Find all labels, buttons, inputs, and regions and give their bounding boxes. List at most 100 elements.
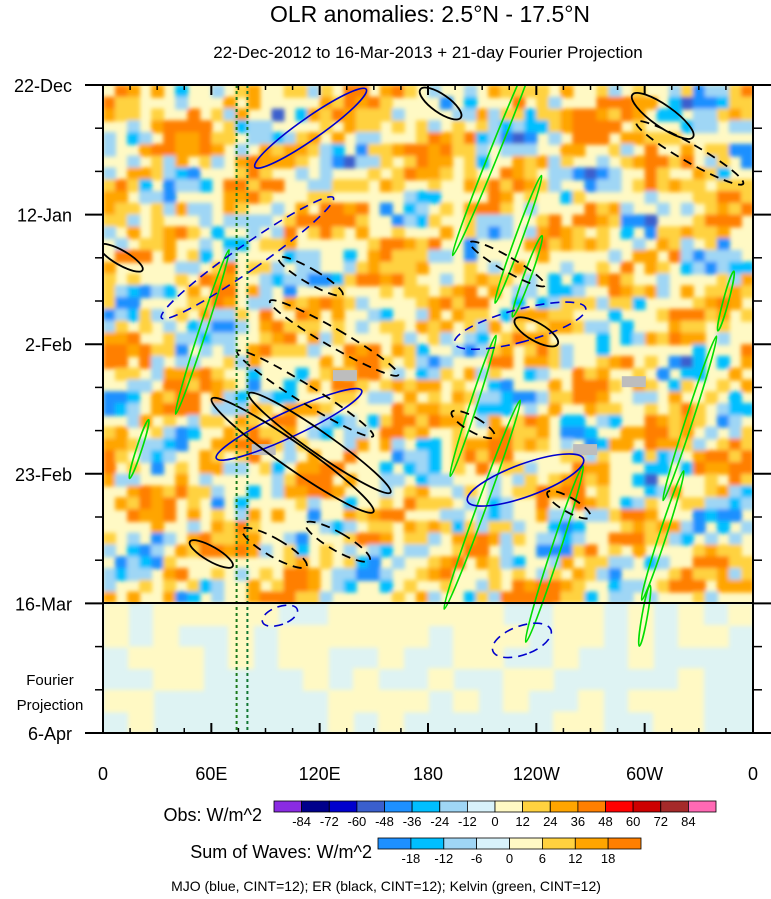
olr-cell	[584, 297, 598, 310]
olr-cell	[728, 108, 742, 122]
olr-cell	[247, 532, 261, 546]
olr-cell	[416, 367, 429, 381]
projection-cell	[528, 668, 554, 691]
olr-cell	[584, 379, 598, 393]
olr-cell	[139, 191, 153, 204]
olr-cell	[319, 556, 333, 570]
olr-cell	[464, 238, 478, 251]
olr-cell	[307, 462, 321, 475]
olr-cell	[741, 120, 753, 134]
olr-cell	[741, 273, 753, 287]
olr-cell	[283, 379, 297, 393]
olr-cell	[560, 426, 574, 440]
olr-cell	[391, 120, 405, 134]
olr-cell	[211, 226, 225, 240]
olr-cell	[560, 108, 574, 122]
missing-data-patch	[332, 370, 357, 382]
olr-cell	[175, 143, 189, 157]
olr-cell	[379, 202, 393, 216]
olr-cell	[524, 108, 538, 122]
olr-cell	[403, 391, 417, 405]
olr-cell	[319, 462, 333, 475]
olr-cell	[271, 226, 285, 240]
olr-cell	[524, 344, 538, 357]
olr-cell	[103, 356, 116, 369]
olr-cell	[704, 509, 718, 522]
olr-cell	[391, 591, 405, 605]
colorbar-swatch	[411, 800, 441, 813]
projection-cell	[378, 689, 404, 713]
olr-cell	[139, 132, 153, 145]
olr-cell	[572, 238, 586, 251]
olr-cell	[379, 426, 393, 440]
olr-cell	[608, 403, 622, 416]
olr-cell	[127, 367, 141, 381]
olr-cell	[476, 579, 490, 593]
olr-cell	[331, 179, 345, 193]
olr-cell	[680, 249, 694, 263]
projection-cell	[303, 625, 329, 648]
projection-cell	[328, 625, 354, 648]
olr-cell	[668, 249, 682, 263]
olr-cell	[644, 532, 658, 546]
olr-cell	[572, 568, 586, 581]
olr-cell	[488, 226, 502, 240]
olr-cell	[163, 497, 177, 511]
olr-cell	[187, 285, 201, 299]
olr-cell	[127, 391, 141, 405]
olr-cell	[199, 344, 213, 357]
olr-cell	[428, 308, 441, 322]
olr-cell	[211, 308, 225, 322]
olr-cell	[500, 214, 514, 228]
colorbar-level-label: -60	[348, 814, 367, 829]
olr-cell	[391, 179, 405, 193]
olr-cell	[452, 509, 466, 522]
olr-cell	[259, 320, 273, 334]
olr-cell	[741, 485, 753, 499]
olr-cell	[440, 403, 453, 416]
olr-cell	[548, 308, 562, 322]
kelvin-contour-positive	[716, 270, 736, 332]
olr-cell	[452, 414, 466, 428]
olr-cell	[187, 426, 201, 440]
olr-cell	[283, 226, 297, 240]
olr-cell	[428, 473, 441, 487]
olr-cell	[211, 132, 225, 145]
olr-cell	[151, 202, 165, 216]
olr-cell	[367, 120, 381, 134]
projection-cell	[128, 646, 154, 670]
olr-cell	[127, 273, 141, 287]
olr-cell	[367, 155, 381, 169]
olr-cell	[524, 485, 538, 499]
olr-cell	[355, 143, 369, 157]
x-tick-label: 0	[748, 764, 758, 784]
olr-cell	[295, 485, 309, 499]
olr-cell	[428, 462, 441, 475]
olr-cell	[391, 426, 405, 440]
olr-cell	[741, 450, 753, 463]
olr-cell	[728, 532, 742, 546]
olr-cell	[500, 544, 514, 558]
olr-cell	[139, 285, 153, 299]
olr-cell	[452, 520, 466, 534]
olr-cell	[163, 379, 177, 393]
olr-cell	[103, 132, 116, 145]
olr-cell	[271, 579, 285, 593]
x-axis: 0 60E 120E 180 120W 60W 0	[98, 85, 758, 784]
er-contour-negative	[468, 240, 546, 288]
olr-cell	[620, 96, 634, 110]
olr-cell	[283, 143, 297, 157]
olr-cell	[295, 579, 309, 593]
projection-cell	[103, 603, 129, 626]
olr-cell	[355, 568, 369, 581]
olr-cell	[163, 238, 177, 251]
olr-cell	[536, 426, 550, 440]
olr-cell	[379, 320, 393, 334]
olr-cell	[560, 556, 574, 570]
olr-cell	[680, 238, 694, 251]
olr-cell	[139, 497, 153, 511]
colorbar-level-label: -18	[402, 851, 421, 866]
olr-cell	[403, 261, 417, 275]
olr-cell	[464, 108, 478, 122]
colorbar-level-label: -6	[471, 851, 483, 866]
